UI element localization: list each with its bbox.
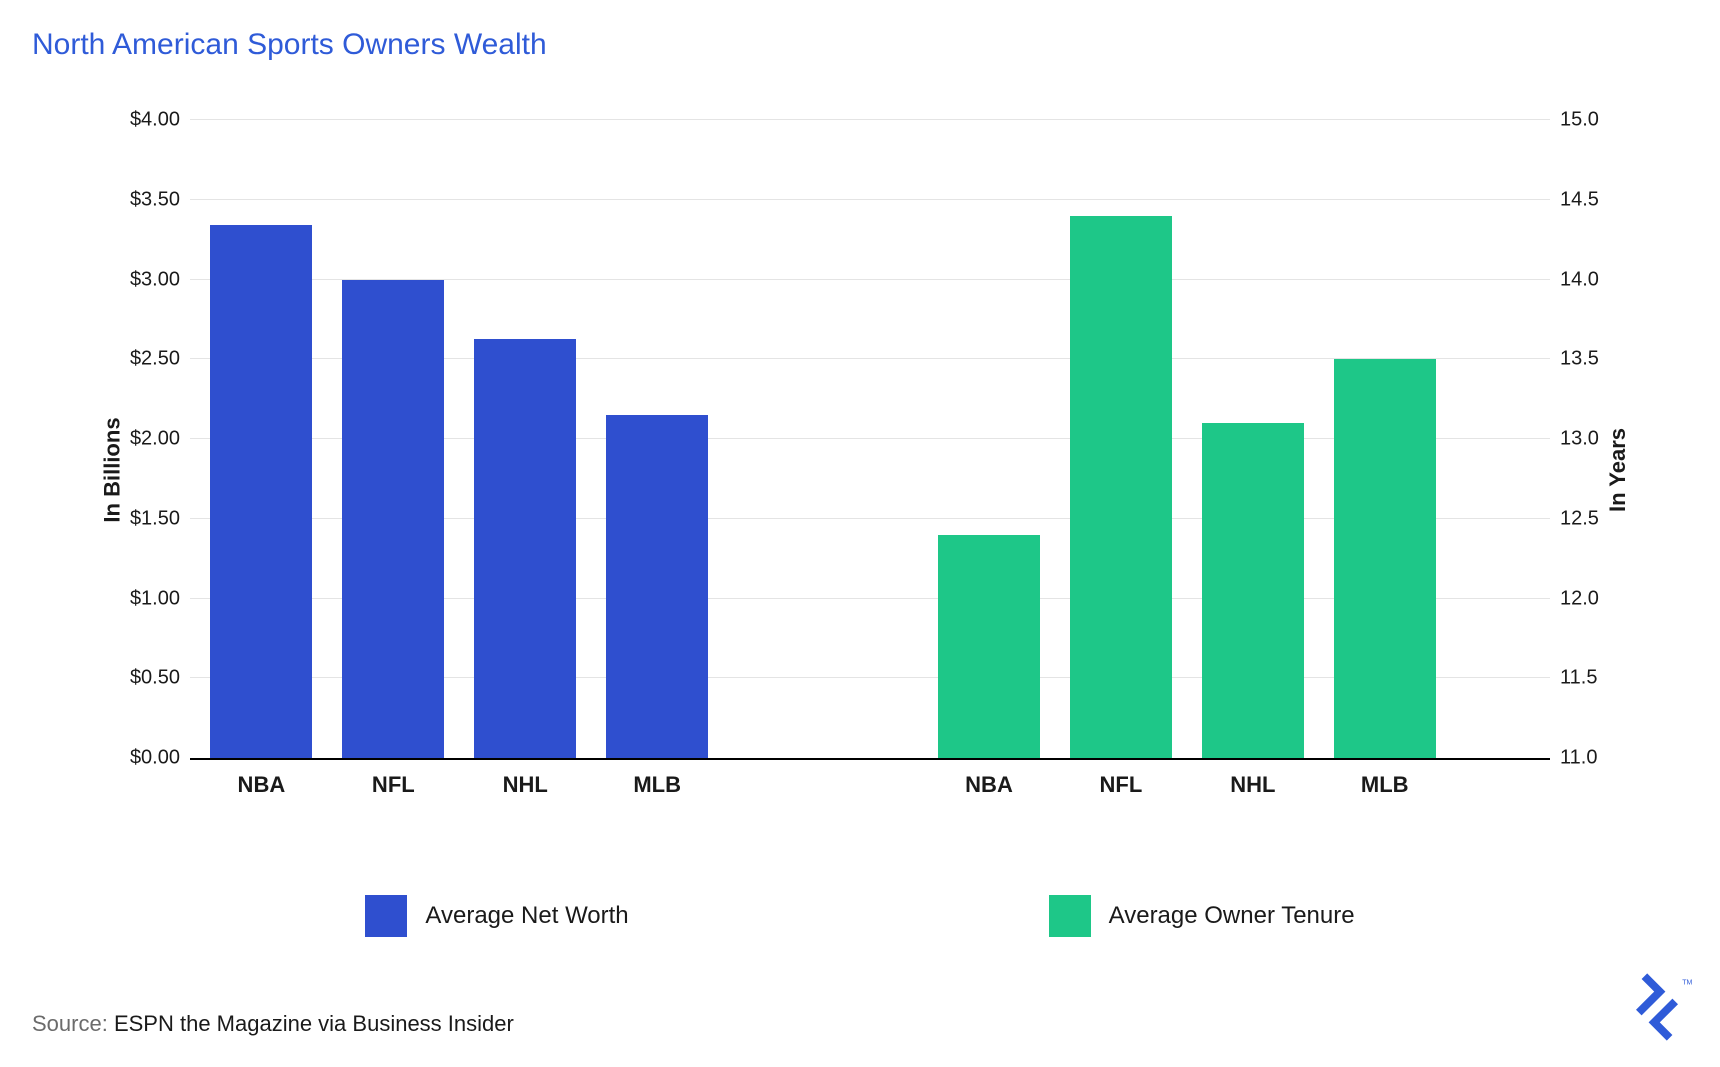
- ytick-right: 12.0: [1560, 587, 1599, 610]
- bar: [210, 225, 312, 758]
- x-category-label: NFL: [372, 772, 415, 798]
- gridline: [190, 199, 1550, 200]
- legend-label-net-worth: Average Net Worth: [425, 902, 628, 930]
- bar: [1070, 216, 1172, 758]
- ytick-left: $1.50: [130, 507, 180, 530]
- ytick-left: $3.50: [130, 188, 180, 211]
- source-label: Source:: [32, 1011, 108, 1036]
- toptal-logo: TM: [1622, 972, 1692, 1047]
- source-text: ESPN the Magazine via Business Insider: [114, 1011, 514, 1036]
- ytick-left: $1.00: [130, 587, 180, 610]
- legend-item-tenure: Average Owner Tenure: [1049, 895, 1355, 937]
- ytick-right: 14.5: [1560, 188, 1599, 211]
- ytick-left: $4.00: [130, 109, 180, 132]
- x-category-label: NHL: [1230, 772, 1275, 798]
- y-axis-right-label: In Years: [1605, 428, 1631, 512]
- ytick-left: $3.00: [130, 268, 180, 291]
- ytick-right: 11.5: [1560, 667, 1597, 690]
- plot-wrap: In Billions In Years $0.00$0.50$1.00$1.5…: [60, 120, 1660, 820]
- plot-area: $0.00$0.50$1.00$1.50$2.00$2.50$3.00$3.50…: [190, 120, 1550, 760]
- legend-swatch-net-worth: [365, 895, 407, 937]
- x-category-label: NFL: [1100, 772, 1143, 798]
- ytick-right: 14.0: [1560, 268, 1599, 291]
- bar: [1334, 359, 1436, 758]
- ytick-left: $2.50: [130, 348, 180, 371]
- legend-item-net-worth: Average Net Worth: [365, 895, 628, 937]
- x-category-label: NBA: [965, 772, 1013, 798]
- bar: [342, 280, 444, 759]
- ytick-right: 15.0: [1560, 109, 1599, 132]
- x-category-label: MLB: [633, 772, 681, 798]
- gridline: [190, 119, 1550, 120]
- source-line: Source: ESPN the Magazine via Business I…: [32, 1011, 514, 1037]
- ytick-left: $0.00: [130, 747, 180, 770]
- trademark-text: TM: [1682, 980, 1692, 987]
- ytick-right: 13.5: [1560, 348, 1599, 371]
- ytick-left: $0.50: [130, 667, 180, 690]
- bar: [474, 339, 576, 758]
- legend-swatch-tenure: [1049, 895, 1091, 937]
- bar: [1202, 423, 1304, 758]
- legend-label-tenure: Average Owner Tenure: [1109, 902, 1355, 930]
- x-category-label: NHL: [503, 772, 548, 798]
- y-axis-left-label: In Billions: [100, 417, 126, 522]
- ytick-right: 12.5: [1560, 507, 1599, 530]
- ytick-right: 11.0: [1560, 747, 1597, 770]
- ytick-left: $2.00: [130, 428, 180, 451]
- x-category-label: MLB: [1361, 772, 1409, 798]
- bar: [606, 415, 708, 758]
- chart-title: North American Sports Owners Wealth: [32, 28, 547, 62]
- bar: [938, 535, 1040, 758]
- ytick-right: 13.0: [1560, 428, 1599, 451]
- x-category-label: NBA: [238, 772, 286, 798]
- legend: Average Net Worth Average Owner Tenure: [0, 895, 1720, 937]
